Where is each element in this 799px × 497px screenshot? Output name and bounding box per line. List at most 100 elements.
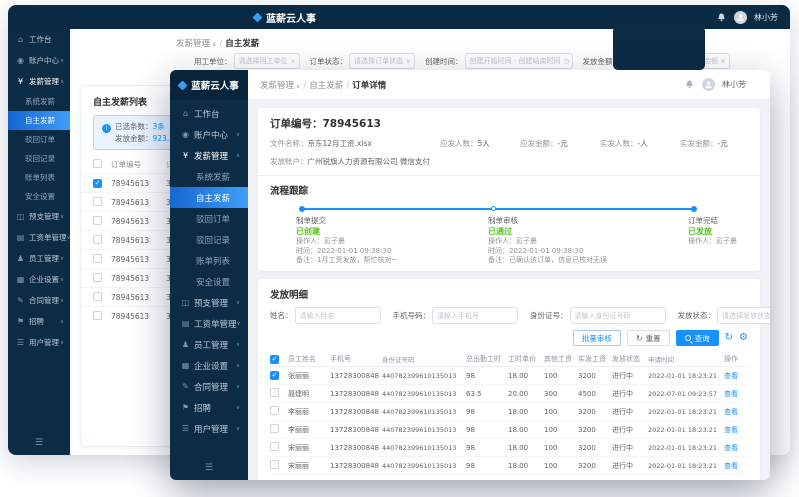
sidebar-item-预支管理[interactable]: ◫ 预支管理 ∨ xyxy=(170,292,248,313)
sidebar-item-员工管理[interactable]: ♟ 员工管理 ∨ xyxy=(8,248,70,269)
sidebar-item-员工管理[interactable]: ♟ 员工管理 ∨ xyxy=(170,334,248,355)
filter-input-手机号码[interactable]: 请输入手机号 xyxy=(432,307,518,324)
view-link[interactable]: 查看 xyxy=(724,461,738,470)
table-row[interactable]: 李丽丽 13728300848 440782399610135013 98 18.00 1… xyxy=(270,403,748,421)
row-checkbox[interactable] xyxy=(93,291,102,301)
row-checkbox[interactable] xyxy=(93,215,102,225)
sidebar-item-发薪管理[interactable]: ¥ 发薪管理 ∧ xyxy=(8,71,70,92)
row-checkbox[interactable] xyxy=(270,460,279,469)
sidebar-item-合同管理[interactable]: ✎ 合同管理 ∨ xyxy=(170,376,248,397)
dashboard-icon: ⌂ xyxy=(182,109,189,118)
table-row[interactable]: 宋丽丽 13728300848 440782399610135013 98 18.00 1… xyxy=(270,439,748,457)
sidebar-item-合同管理[interactable]: ✎ 合同管理 ∨ xyxy=(8,290,70,311)
row-checkbox[interactable]: ✓ xyxy=(93,179,102,188)
table-row[interactable]: 聂建明 13728300848 440782399610135013 63.5 20.0… xyxy=(270,385,748,403)
row-checkbox[interactable] xyxy=(270,406,279,415)
column-header: 总出勤工时 xyxy=(466,355,501,363)
sidebar-item-系统发薪[interactable]: 系统发薪 xyxy=(8,92,70,111)
filter-input-订单状态[interactable]: 请选择订单状态 ∨ xyxy=(349,53,415,69)
filter-input-身份证号[interactable]: 请输入身份证号码 xyxy=(569,307,666,324)
sidebar-item-工资单管理[interactable]: ▤ 工资单管理 ∨ xyxy=(8,227,71,248)
step-detail-line: 操作人：彭子晨 xyxy=(296,237,345,245)
sidebar-item-安全设置[interactable]: 安全设置 xyxy=(8,187,70,206)
row-checkbox[interactable] xyxy=(93,310,102,320)
sidebar-item-自主发薪[interactable]: 自主发薪 xyxy=(8,111,70,130)
sidebar-item-招聘[interactable]: ⚑ 招聘 ∨ xyxy=(170,397,248,418)
sidebar-item-企业设置[interactable]: ▦ 企业设置 ∨ xyxy=(170,355,248,376)
sidebar-item-账户中心[interactable]: ◉ 账户中心 ∨ xyxy=(8,50,70,71)
breadcrumb-item[interactable]: 自主发薪 xyxy=(309,80,344,91)
batch-review-button[interactable]: 批量审核 xyxy=(572,330,621,346)
filter-input-创建时间[interactable]: 创建开始时间 - 创建结束时间 ◷ xyxy=(464,53,573,69)
sidebar-item-预支管理[interactable]: ◫ 预支管理 ∨ xyxy=(8,206,70,227)
breadcrumb-item[interactable]: 发薪管理 xyxy=(260,80,295,91)
sidebar-item-用户管理[interactable]: ☰ 用户管理 ∨ xyxy=(170,418,248,439)
sidebar-item-账户中心[interactable]: ◉ 账户中心 ∨ xyxy=(170,124,248,145)
sidebar-item-系统发薪[interactable]: 系统发薪 xyxy=(170,166,248,187)
select-all-checkbox[interactable]: ✓ xyxy=(270,354,279,364)
notification-bell-icon[interactable] xyxy=(716,12,727,23)
refresh-icon[interactable]: ↻ xyxy=(724,332,734,343)
sidebar-item-用户管理[interactable]: ☰ 用户管理 ∨ xyxy=(8,332,70,353)
row-checkbox[interactable] xyxy=(270,424,279,433)
row-checkbox[interactable] xyxy=(93,253,102,263)
reset-button[interactable]: ↻ 重置 xyxy=(626,330,670,346)
notification-bell-icon[interactable] xyxy=(684,79,695,90)
sidebar-collapse-icon[interactable]: ☰ xyxy=(204,463,214,473)
sidebar-item-label: 工资单管理 xyxy=(194,319,237,330)
row-checkbox[interactable]: ✓ xyxy=(270,371,279,380)
step-detail-line: 时间：2022-01-01 09:38:30 xyxy=(296,246,392,255)
table-row[interactable]: 宋丽丽 13728300848 440782399610135013 98 18.00 1… xyxy=(270,457,748,475)
row-checkbox[interactable] xyxy=(93,234,102,244)
select-all-checkbox[interactable] xyxy=(93,159,102,168)
sidebar-item-企业设置[interactable]: ▦ 企业设置 ∨ xyxy=(8,269,70,290)
column-settings-gear-icon[interactable]: ⚙ xyxy=(739,332,748,343)
clock-icon: ◷ xyxy=(563,57,570,65)
sidebar-item-工资单管理[interactable]: ▤ 工资单管理 ∨ xyxy=(170,313,248,334)
step-name: 订单完结 xyxy=(688,216,718,225)
table-row[interactable]: ✓ 张丽丽 13728300848 440782399610135013 98 18.00… xyxy=(270,367,748,385)
sidebar-item-驳回记录[interactable]: 驳回记录 xyxy=(170,229,248,250)
search-button[interactable]: 查询 xyxy=(675,330,719,346)
row-checkbox-cell: ✓ xyxy=(93,178,111,188)
sidebar-item-工作台[interactable]: ⌂ 工作台 xyxy=(8,29,70,50)
sidebar-item-账单列表[interactable]: 账单列表 xyxy=(170,250,248,271)
user-avatar[interactable] xyxy=(734,10,747,24)
user-name[interactable]: 林小芳 xyxy=(722,80,746,89)
sidebar-item-label: 发薪管理 xyxy=(29,77,59,86)
view-link[interactable]: 查看 xyxy=(724,371,738,380)
sidebar-item-驳回订单[interactable]: 驳回订单 xyxy=(8,130,70,149)
user-name[interactable]: 林小芳 xyxy=(754,12,778,22)
cell-name: 宋丽丽 xyxy=(288,443,309,452)
sidebar-item-账单列表[interactable]: 账单列表 xyxy=(8,168,70,187)
sidebar-item-工作台[interactable]: ⌂ 工作台 xyxy=(170,103,248,124)
table-row[interactable]: 李丽丽 13728300848 440782399610135013 98 18.00 1… xyxy=(270,421,748,439)
row-checkbox[interactable] xyxy=(270,388,279,397)
filter-input-发放状态[interactable]: 请选择发放状态∨ xyxy=(717,307,770,324)
row-checkbox[interactable] xyxy=(93,272,102,282)
row-checkbox[interactable] xyxy=(93,196,102,206)
sidebar-item-自主发薪[interactable]: 自主发薪 xyxy=(170,187,248,208)
chevron-down-icon: ∨ xyxy=(406,57,411,65)
filter-input-姓名[interactable]: 请输入姓名 xyxy=(294,307,381,324)
chevron-down-icon: ∨ xyxy=(236,320,241,327)
view-link[interactable]: 查看 xyxy=(724,425,738,434)
sidebar-item-驳回订单[interactable]: 驳回订单 xyxy=(170,208,248,229)
detail-toolbar: 批量审核 ↻ 重置 查询 ↻ ⚙ xyxy=(270,330,748,346)
view-link[interactable]: 查看 xyxy=(724,389,738,398)
user-avatar[interactable] xyxy=(702,78,715,91)
chevron-down-icon: ∨ xyxy=(59,276,64,283)
header-checkbox-cell xyxy=(93,159,111,170)
view-link[interactable]: 查看 xyxy=(724,443,738,452)
sidebar-item-安全设置[interactable]: 安全设置 xyxy=(170,271,248,292)
filter-input-用工单位[interactable]: 请选择用工单位 ∨ xyxy=(233,53,300,69)
sidebar-item-招聘[interactable]: ⚑ 招聘 ∨ xyxy=(8,311,70,332)
view-link[interactable]: 查看 xyxy=(724,407,738,416)
sidebar-item-驳回记录[interactable]: 驳回记录 xyxy=(8,149,70,168)
row-checkbox[interactable] xyxy=(270,442,279,451)
breadcrumb-item[interactable]: 发薪管理 xyxy=(176,39,211,49)
chevron-down-icon: ∨ xyxy=(66,234,71,241)
sidebar-item-发薪管理[interactable]: ¥ 发薪管理 ∧ xyxy=(170,145,248,166)
sidebar-collapse-icon[interactable]: ☰ xyxy=(34,438,44,448)
